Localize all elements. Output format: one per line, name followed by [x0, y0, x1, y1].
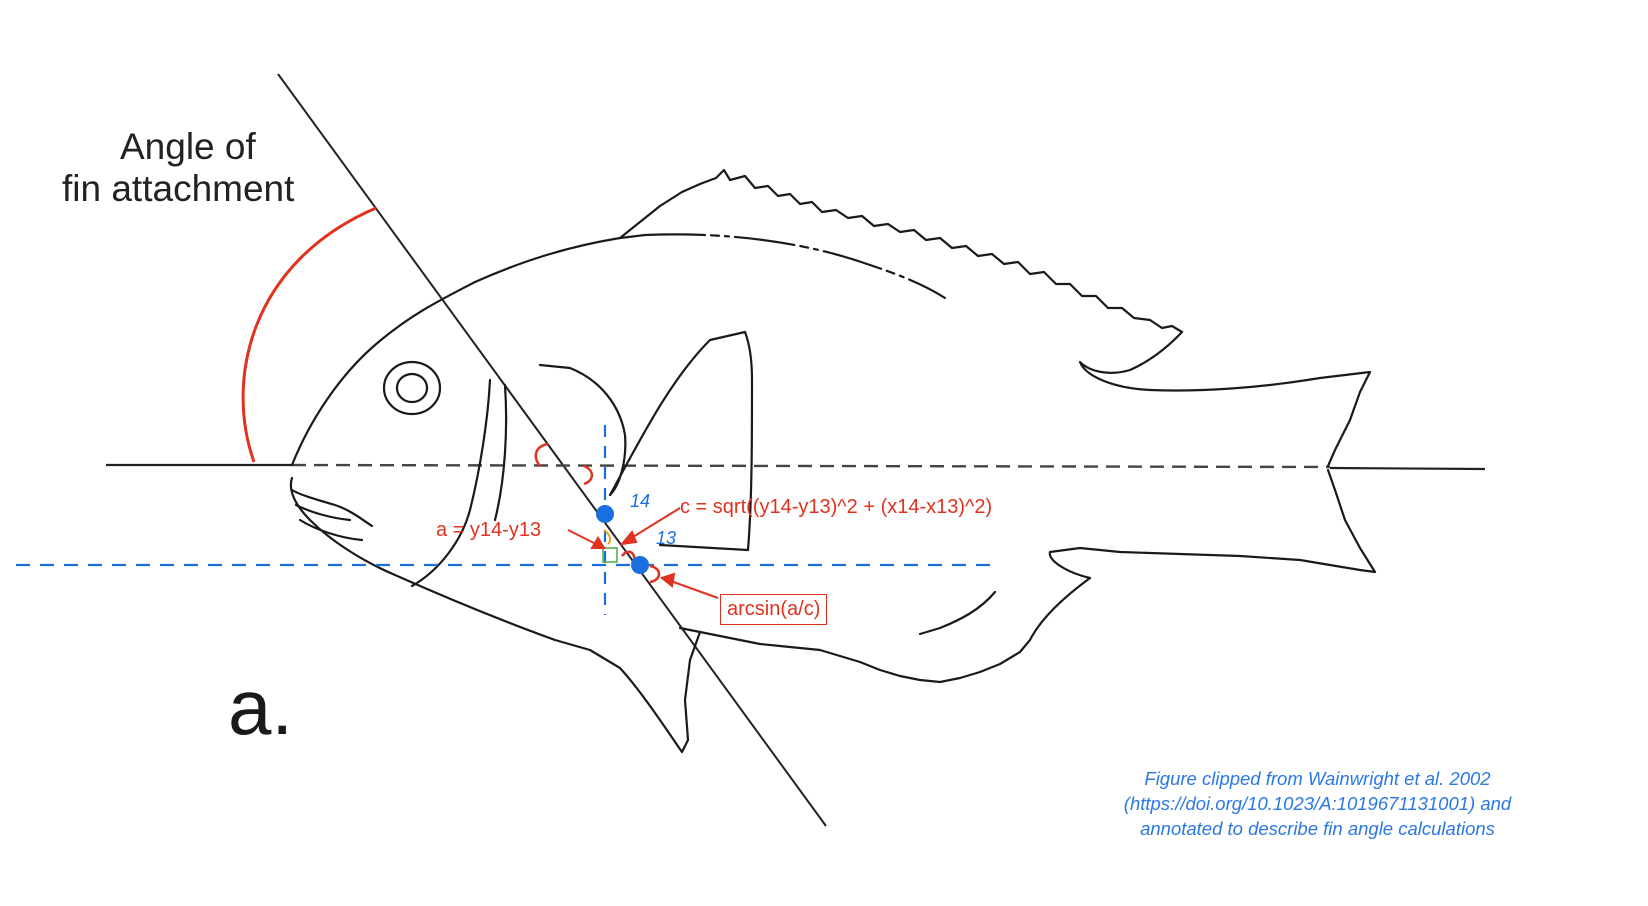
panel-letter: a.	[228, 663, 294, 751]
arcsin-arrow-head	[659, 572, 676, 588]
credit-line-1: Figure clipped from Wainwright et al. 20…	[1144, 768, 1491, 789]
c-formula-label: c = sqrt((y14-y13)^2 + (x14-x13)^2)	[680, 496, 993, 518]
body-axis-right	[1329, 466, 1486, 471]
a-arrow-head	[590, 536, 606, 549]
right-angle-marker	[602, 547, 618, 563]
arcsin-label: arcsin(a/c)	[727, 598, 821, 620]
credit-line-3: annotated to describe fin angle calculat…	[1140, 818, 1495, 839]
credit-line-2: (https://doi.org/10.1023/A:1019671131001…	[1123, 793, 1512, 814]
arcsin-box: arcsin(a/c)	[720, 594, 828, 625]
title-line-2: fin attachment	[62, 168, 295, 209]
annotation-arrows	[567, 507, 719, 599]
a-formula-label: a = y14-y13	[436, 519, 542, 541]
c-arrow-head	[619, 530, 638, 546]
small-arc-upper-left	[534, 442, 549, 467]
point-13-label: 13	[656, 528, 677, 548]
point-14-label: 14	[630, 491, 651, 511]
c-arrow-line	[627, 507, 681, 541]
point-13-marker	[631, 556, 649, 574]
body-axis-dashed	[291, 463, 1331, 469]
orange-angle-mark	[603, 529, 612, 545]
arcsin-arrow-line	[667, 579, 719, 599]
fish-outline	[289, 168, 1377, 754]
title-line-1: Angle of	[120, 126, 256, 167]
fin-angle-arc	[241, 206, 377, 463]
small-arc-lower-right	[649, 564, 661, 584]
eye-icon	[382, 360, 442, 416]
figure-credit: Figure clipped from Wainwright et al. 20…	[1090, 766, 1545, 841]
fin-axis-line	[277, 73, 827, 827]
point-14-marker	[596, 505, 614, 523]
small-arc-upper-right	[583, 464, 594, 486]
